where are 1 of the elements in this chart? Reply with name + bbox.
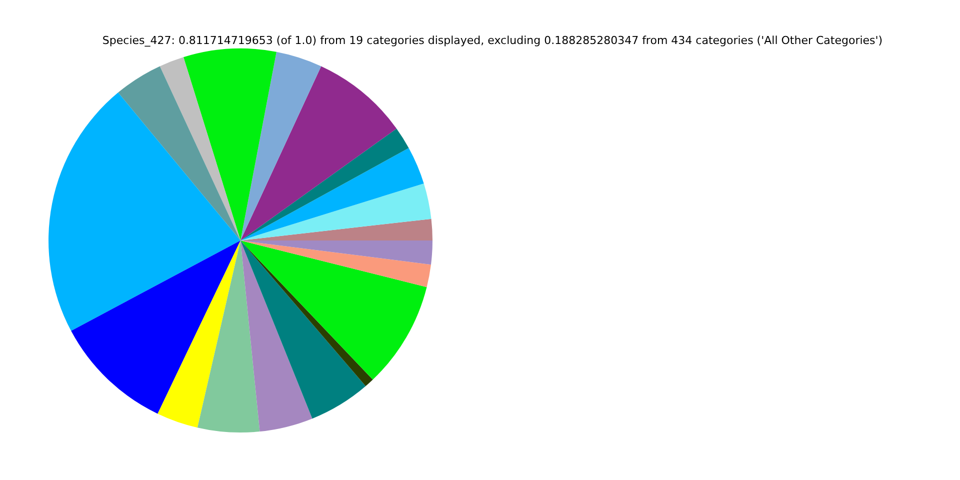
text: Species_427: 0.811714719653 (of 1.0) from 19 categories displayed, excluding 0.188285280347 from 434 categories ('All Other Categories')	[102, 34, 883, 47]
